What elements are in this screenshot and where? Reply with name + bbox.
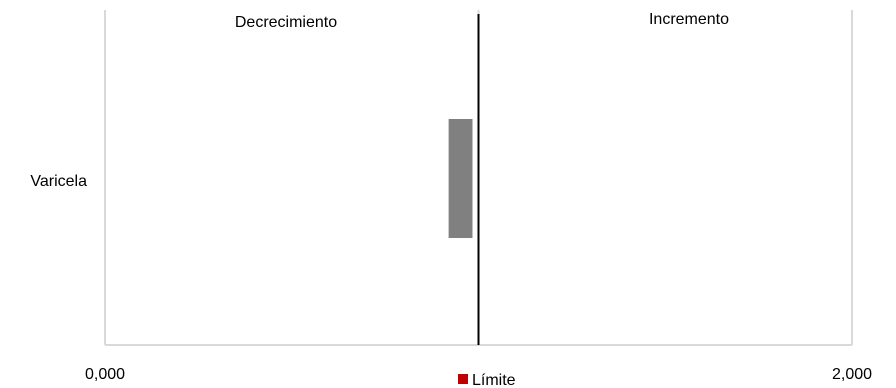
bar-layer: [448, 119, 473, 238]
x-tick-label-min: 0,000: [85, 366, 125, 383]
legend-swatch: [458, 374, 468, 384]
region-label-decrecimiento: Decrecimiento: [235, 14, 337, 31]
legend: Límite: [458, 372, 516, 388]
category-label-varicela: Varicela: [30, 173, 87, 190]
bar-varicela: [448, 119, 473, 238]
legend-label: Límite: [472, 372, 516, 388]
x-tick-label-max: 2,000: [832, 366, 872, 383]
region-label-incremento: Incremento: [649, 11, 729, 28]
